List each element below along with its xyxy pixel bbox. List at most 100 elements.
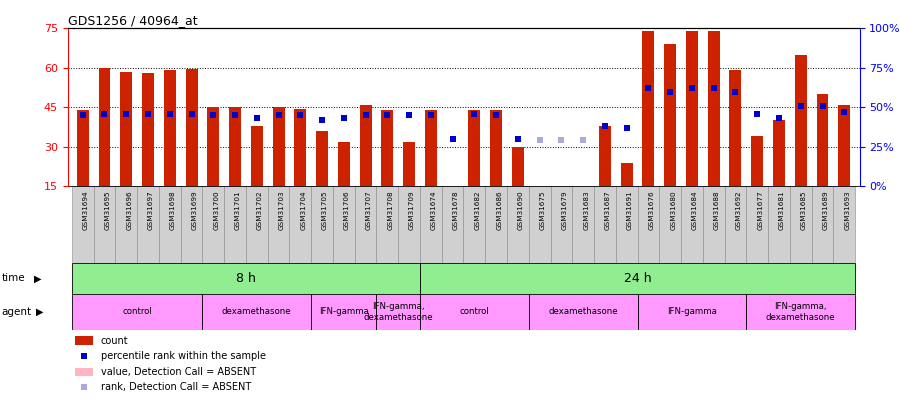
Bar	[290, 186, 311, 263]
Bar	[202, 294, 311, 330]
Text: GSM31676: GSM31676	[648, 190, 654, 230]
Bar	[164, 70, 176, 186]
Bar	[468, 110, 481, 186]
Text: GSM31682: GSM31682	[474, 190, 481, 230]
Bar	[76, 110, 89, 186]
Bar	[790, 186, 812, 263]
Text: GSM31683: GSM31683	[583, 190, 590, 230]
Text: dexamethasone: dexamethasone	[548, 307, 618, 316]
Bar	[273, 107, 284, 186]
Bar	[420, 186, 442, 263]
Bar	[768, 186, 790, 263]
Bar	[551, 186, 572, 263]
Bar	[137, 186, 159, 263]
Bar	[224, 186, 246, 263]
Text: GSM31704: GSM31704	[301, 190, 306, 230]
Text: GSM31681: GSM31681	[779, 190, 785, 230]
Text: GSM31694: GSM31694	[83, 190, 89, 230]
Bar	[382, 110, 393, 186]
Text: GSM31687: GSM31687	[605, 190, 611, 230]
Text: GSM31707: GSM31707	[365, 190, 372, 230]
Bar	[681, 186, 703, 263]
Bar	[637, 186, 660, 263]
Text: GDS1256 / 40964_at: GDS1256 / 40964_at	[68, 14, 197, 27]
Text: agent: agent	[2, 307, 32, 317]
Bar	[72, 186, 94, 263]
Text: rank, Detection Call = ABSENT: rank, Detection Call = ABSENT	[101, 382, 251, 392]
Bar	[752, 136, 763, 186]
Text: 8 h: 8 h	[236, 272, 256, 285]
Bar	[795, 55, 806, 186]
Bar	[577, 186, 590, 199]
Bar	[643, 31, 654, 186]
Bar	[333, 186, 355, 263]
Bar	[598, 126, 611, 186]
Text: IFN-gamma,
dexamethasone: IFN-gamma, dexamethasone	[364, 302, 433, 322]
Bar	[529, 294, 637, 330]
Bar	[403, 141, 415, 186]
Bar	[360, 104, 372, 186]
Bar	[76, 337, 93, 345]
Bar	[637, 294, 746, 330]
Text: control: control	[460, 307, 490, 316]
Bar	[376, 294, 420, 330]
Bar	[251, 126, 263, 186]
Text: GSM31702: GSM31702	[256, 190, 263, 230]
Bar	[746, 294, 855, 330]
Bar	[230, 107, 241, 186]
Text: GSM31678: GSM31678	[453, 190, 459, 230]
Text: GSM31708: GSM31708	[387, 190, 393, 230]
Bar	[555, 186, 567, 218]
Text: GSM31693: GSM31693	[844, 190, 850, 230]
Text: GSM31709: GSM31709	[410, 190, 415, 230]
Text: GSM31706: GSM31706	[344, 190, 350, 230]
Bar	[446, 186, 459, 223]
Bar	[572, 186, 594, 263]
Text: GSM31690: GSM31690	[518, 190, 524, 230]
Bar	[724, 186, 746, 263]
Text: dexamethasone: dexamethasone	[222, 307, 292, 316]
Bar	[355, 186, 376, 263]
Text: GSM31700: GSM31700	[213, 190, 220, 230]
Bar	[491, 110, 502, 186]
Bar	[398, 186, 420, 263]
Text: GSM31675: GSM31675	[540, 190, 545, 230]
Text: GSM31705: GSM31705	[322, 190, 328, 230]
Bar	[773, 120, 785, 186]
Bar	[512, 147, 524, 186]
Bar	[246, 186, 267, 263]
Bar	[142, 73, 154, 186]
Bar	[529, 186, 551, 263]
Text: GSM31680: GSM31680	[670, 190, 676, 230]
Text: GSM31703: GSM31703	[279, 190, 284, 230]
Bar	[316, 131, 328, 186]
Bar	[621, 162, 633, 186]
Bar	[185, 69, 197, 186]
Text: percentile rank within the sample: percentile rank within the sample	[101, 351, 266, 361]
Bar	[72, 263, 420, 294]
Bar	[746, 186, 768, 263]
Text: ▶: ▶	[36, 307, 43, 317]
Bar	[76, 368, 93, 376]
Bar	[94, 186, 115, 263]
Text: GSM31689: GSM31689	[823, 190, 829, 230]
Text: time: time	[2, 273, 25, 283]
Text: IFN-gamma: IFN-gamma	[667, 307, 717, 316]
Bar	[338, 141, 350, 186]
Bar	[442, 186, 464, 263]
Text: GSM31679: GSM31679	[562, 190, 567, 230]
Bar	[816, 94, 829, 186]
Bar	[159, 186, 181, 263]
Bar	[267, 186, 290, 263]
Bar	[420, 263, 855, 294]
Text: 24 h: 24 h	[624, 272, 652, 285]
Bar	[464, 186, 485, 263]
Bar	[376, 186, 398, 263]
Bar	[594, 186, 616, 263]
Bar	[202, 186, 224, 263]
Text: GSM31685: GSM31685	[801, 190, 806, 230]
Bar	[311, 294, 376, 330]
Bar	[812, 186, 833, 263]
Bar	[534, 186, 545, 213]
Bar	[485, 186, 507, 263]
